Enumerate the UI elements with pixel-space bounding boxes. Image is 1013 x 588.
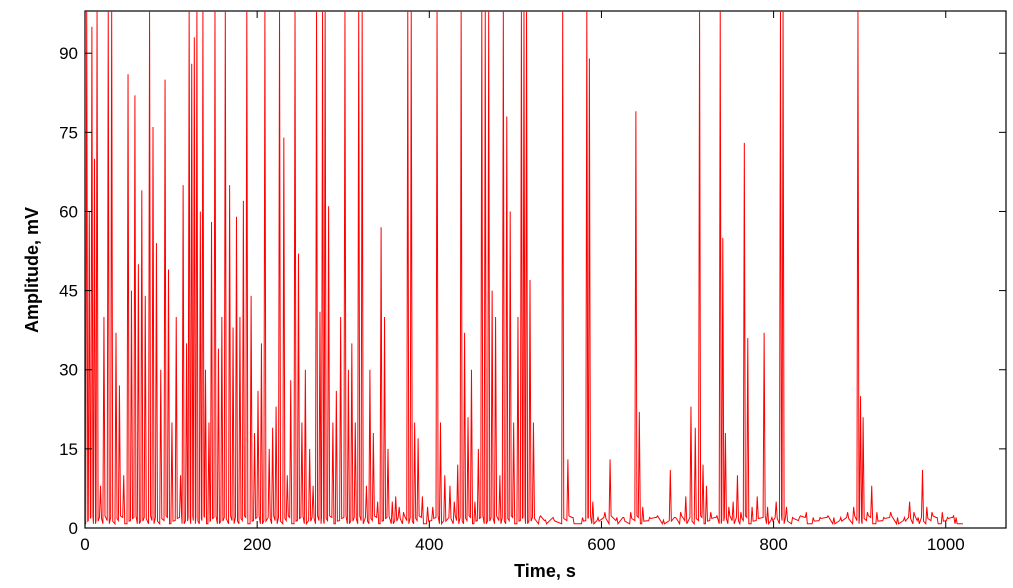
tick-layer: 0 200 400 600 800 1000 0 15 30 45 60 75 90 — [59, 11, 1006, 554]
y-tick-label: 30 — [59, 361, 78, 380]
y-tick-label: 0 — [69, 519, 78, 538]
x-tick-label: 400 — [415, 535, 443, 554]
x-axis-title: Time, s — [514, 561, 576, 581]
y-tick-label: 60 — [59, 202, 78, 221]
x-tick-label: 1000 — [927, 535, 965, 554]
y-tick-label: 15 — [59, 440, 78, 459]
data-layer — [85, 10, 963, 526]
x-tick-label: 200 — [243, 535, 271, 554]
x-tick-label: 0 — [80, 535, 89, 554]
x-tick-label: 800 — [759, 535, 787, 554]
plot-frame — [84, 10, 1007, 529]
y-tick-label: 90 — [59, 44, 78, 63]
axes-layer — [84, 10, 1007, 529]
signal-series-line — [85, 10, 963, 526]
x-tick-label: 600 — [587, 535, 615, 554]
y-tick-label: 75 — [59, 123, 78, 142]
y-tick-label: 45 — [59, 282, 78, 301]
y-axis-title: Amplitude, mV — [22, 207, 42, 333]
